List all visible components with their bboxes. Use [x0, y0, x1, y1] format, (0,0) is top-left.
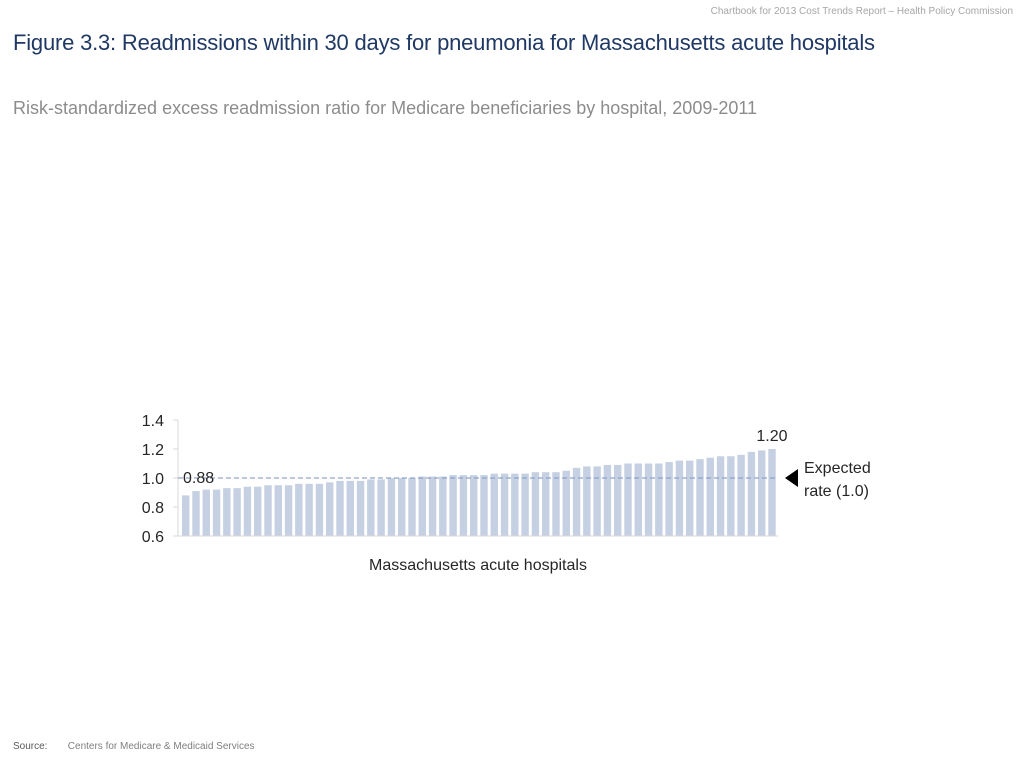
hospital-bar — [284, 485, 293, 536]
y-tick-label: 1.0 — [142, 471, 164, 488]
source-note: Source: Centers for Medicare & Medicaid … — [13, 741, 255, 752]
expected-rate-label-line-2: rate (1.0) — [804, 483, 869, 500]
hospital-bar — [500, 473, 509, 536]
hospital-bar — [542, 472, 550, 536]
hospital-bar — [470, 475, 478, 536]
hospital-bar — [315, 483, 324, 536]
hospital-bar — [480, 475, 488, 536]
hospital-bar — [490, 473, 498, 536]
hospital-bar — [634, 463, 642, 536]
hospital-bar — [356, 480, 365, 536]
hospital-bar — [552, 472, 560, 536]
hospital-bar — [675, 460, 684, 536]
y-tick-label: 1.2 — [142, 442, 164, 459]
hospital-bar — [295, 483, 303, 536]
header-note: Chartbook for 2013 Cost Trends Report – … — [710, 6, 1013, 17]
hospital-bar — [367, 479, 375, 536]
hospital-bar — [665, 462, 673, 536]
hospital-bar — [387, 478, 396, 536]
max-value-label: 1.20 — [756, 428, 787, 445]
y-tick-label: 0.8 — [142, 500, 164, 517]
hospital-bar — [377, 479, 385, 536]
source-text: Centers for Medicare & Medicaid Services — [67, 741, 255, 752]
hospital-bar — [531, 472, 540, 536]
min-value-label: 0.88 — [183, 470, 214, 487]
page-subtitle: Risk-standardized excess readmission rat… — [13, 98, 758, 118]
hospital-bar — [686, 460, 694, 536]
hospital-bar — [655, 463, 663, 536]
hospital-bar — [233, 488, 241, 536]
hospital-bar — [747, 451, 756, 536]
y-tick-label: 1.4 — [142, 413, 164, 430]
hospital-bar — [305, 483, 313, 536]
page-title: Figure 3.3: Readmissions within 30 days … — [13, 30, 875, 55]
hospital-bar — [696, 459, 704, 536]
hospital-bar — [243, 486, 252, 536]
hospital-bar — [439, 476, 447, 536]
hospital-bar — [346, 480, 354, 536]
y-axis-ticks: 1.4 1.2 1.0 0.8 0.6 — [142, 413, 178, 546]
hospital-bar — [459, 475, 468, 536]
hospital-bar — [182, 495, 190, 536]
hospital-bar — [254, 486, 262, 536]
hospital-bar — [212, 489, 221, 536]
bars-group — [182, 449, 776, 536]
hospital-bar — [758, 450, 766, 536]
hospital-bar — [644, 463, 653, 536]
hospital-bar — [398, 478, 406, 536]
expected-rate-label-line-1: Expected — [804, 460, 871, 477]
source-label: Source: — [13, 741, 48, 752]
hospital-bar — [593, 466, 601, 536]
hospital-bar — [326, 482, 334, 536]
hospital-bar — [336, 480, 344, 536]
hospital-bar — [418, 476, 426, 536]
hospital-bar — [583, 466, 591, 536]
hospital-bar — [768, 449, 776, 536]
hospital-bar — [572, 467, 581, 536]
hospital-bar — [192, 491, 200, 536]
expected-rate-arrow-icon — [785, 469, 798, 487]
expected-rate-label: Expected rate (1.0) — [804, 460, 875, 500]
hospital-bar — [737, 454, 745, 536]
hospital-bar — [603, 464, 612, 536]
hospital-bar — [706, 457, 714, 536]
hospital-bar — [562, 470, 570, 536]
hospital-bar — [727, 456, 735, 536]
hospital-bar — [408, 478, 416, 536]
hospital-bar — [511, 473, 519, 536]
hospital-bar — [624, 463, 632, 536]
hospital-bar — [449, 475, 457, 536]
hospital-bar — [264, 485, 272, 536]
hospital-bar — [202, 489, 210, 536]
hospital-bar — [274, 485, 282, 536]
hospital-bar — [716, 456, 725, 536]
y-tick-label: 0.6 — [142, 529, 164, 546]
hospital-bar — [428, 476, 437, 536]
hospital-bar — [614, 464, 622, 536]
x-axis-label: Massachusetts acute hospitals — [369, 557, 587, 574]
hospital-bar — [223, 488, 231, 536]
hospital-bar — [521, 473, 529, 536]
